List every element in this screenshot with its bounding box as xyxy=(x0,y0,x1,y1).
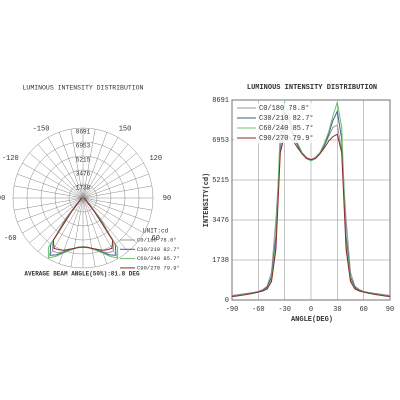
ring xyxy=(40,155,126,241)
y-tick-label: 6953 xyxy=(212,137,229,145)
spoke xyxy=(82,197,96,267)
spoke xyxy=(58,132,84,199)
spoke xyxy=(82,173,149,199)
r-tick-label: 1738 xyxy=(76,185,91,192)
x-tick-label: 0 xyxy=(309,306,313,314)
x-tick-label: -90 xyxy=(226,306,239,314)
legend-label: C60/240 85.7° xyxy=(259,124,314,133)
theta-tick-label: -120 xyxy=(2,155,19,163)
y-tick-label: 5215 xyxy=(212,177,229,185)
theta-tick-label: -150 xyxy=(33,126,50,134)
r-tick-label: 6953 xyxy=(76,143,91,150)
x-tick-label: -30 xyxy=(278,306,291,314)
spoke xyxy=(47,137,84,199)
legend-label: C0/180 78.8° xyxy=(259,104,309,113)
ring xyxy=(12,127,154,269)
spoke xyxy=(82,185,152,199)
r-tick-label: 8691 xyxy=(76,129,91,136)
spoke xyxy=(82,129,96,199)
theta-tick-label: -60 xyxy=(4,235,17,243)
spoke xyxy=(82,197,152,211)
beam-angle-footer: AVERAGE BEAM ANGLE(50%):81.8 DEG xyxy=(24,271,140,278)
ring xyxy=(26,141,140,255)
spoke xyxy=(14,185,84,199)
legend-label: C90/270 79.9° xyxy=(137,264,180,271)
r-tick-label: 5215 xyxy=(76,157,91,164)
spoke xyxy=(17,173,84,199)
spoke xyxy=(14,197,84,211)
y-tick-label: 8691 xyxy=(212,97,229,105)
y-tick-label: 3476 xyxy=(212,217,229,225)
spoke xyxy=(82,137,119,199)
spoke xyxy=(22,197,84,234)
x-tick-label: -60 xyxy=(252,306,265,314)
spoke xyxy=(22,162,84,199)
spoke xyxy=(70,197,84,267)
spoke xyxy=(82,162,144,199)
legend-label: C0/180 78.8° xyxy=(137,236,177,243)
legend-label: C30/210 82.7° xyxy=(137,246,180,253)
line-series xyxy=(231,133,391,297)
spoke xyxy=(82,197,137,244)
spoke xyxy=(82,197,144,234)
theta-tick-label: 120 xyxy=(149,155,162,163)
spoke xyxy=(82,152,137,199)
spoke xyxy=(29,152,84,199)
unit-label: UNIT:cd xyxy=(143,228,169,235)
x-tick-label: 60 xyxy=(359,306,367,314)
spoke xyxy=(82,132,108,199)
legend-label: C30/210 82.7° xyxy=(259,114,314,123)
theta-tick-label: -90 xyxy=(0,195,5,203)
ring xyxy=(68,183,98,213)
legend-box xyxy=(234,103,324,143)
polar-curve xyxy=(52,197,114,251)
x-axis-label: ANGLE(DEG) xyxy=(291,316,333,324)
theta-tick-label: 150 xyxy=(119,126,132,134)
spoke xyxy=(17,197,84,223)
line-title: LUMINOUS INTENSITY DISTRIBUTION xyxy=(247,84,377,92)
x-tick-label: 30 xyxy=(333,306,341,314)
legend-label: C60/240 85.7° xyxy=(137,255,180,262)
y-tick-label: 0 xyxy=(225,297,229,305)
y-axis-label: INTENSITY(cd) xyxy=(203,173,211,228)
spoke xyxy=(82,197,149,223)
theta-tick-label: 60 xyxy=(152,235,160,243)
polar-title: LUMINOUS INTENSITY DISTRIBUTION xyxy=(23,85,144,92)
ring xyxy=(54,169,112,227)
spoke xyxy=(29,197,84,244)
spoke xyxy=(82,144,129,199)
legend-label: C90/270 79.9° xyxy=(259,134,314,143)
theta-tick-label: 90 xyxy=(163,195,171,203)
spoke xyxy=(70,129,84,199)
y-tick-label: 1738 xyxy=(212,257,229,265)
r-tick-label: 3476 xyxy=(76,171,91,178)
spoke xyxy=(37,144,84,199)
x-tick-label: 90 xyxy=(386,306,394,314)
